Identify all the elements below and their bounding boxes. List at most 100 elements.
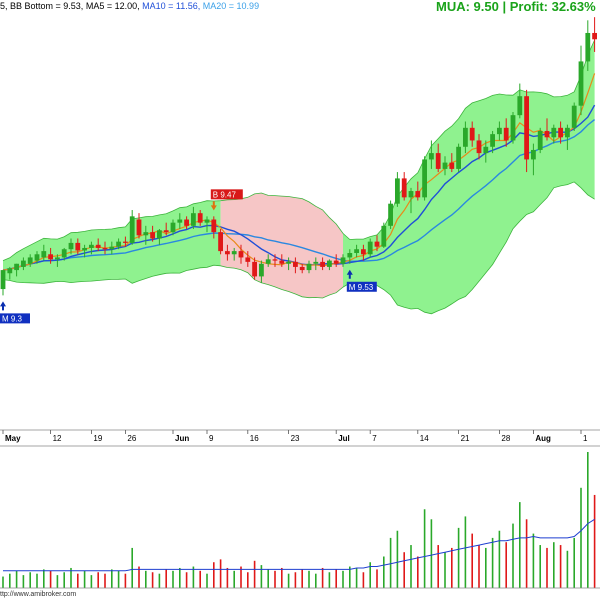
candle-body [517, 96, 523, 116]
candle-body [265, 259, 271, 264]
volume-ma-line [3, 518, 595, 572]
candle-body [197, 213, 203, 223]
x-tick-label: Aug [535, 434, 551, 443]
candle-body [89, 244, 94, 248]
indicator-header: 5, BB Bottom = 9.53, MA5 = 12.00, MA10 =… [0, 0, 259, 12]
candle-body [456, 146, 461, 169]
sell-tag [210, 189, 243, 200]
candle-body [143, 232, 149, 236]
candle-body [306, 263, 312, 271]
candle-body [320, 261, 325, 267]
candle-body [272, 259, 278, 261]
candle-body [218, 232, 223, 252]
x-axis: May 12 19 26 Jun 9 16 23 Jul 7 14 21 28 Aug 1 [0, 429, 600, 447]
candle-body [0, 270, 6, 290]
trade-status: MUA: 9.50 | Profit: 32.63% | T+3 [436, 0, 600, 14]
bb-lower-line [2, 181, 595, 315]
candle-body [313, 261, 319, 264]
candle-body [293, 261, 298, 267]
candle-body [415, 191, 421, 198]
bollinger-band [220, 192, 343, 299]
candle-body [510, 115, 516, 141]
candle-body [129, 216, 135, 243]
candle-body [388, 203, 393, 226]
x-tick-label: 23 [291, 434, 300, 443]
candle-body [592, 32, 597, 40]
candle-body [109, 246, 115, 250]
candle-body [565, 127, 570, 138]
candle-body [14, 263, 19, 271]
x-tick-label: Jul [338, 434, 350, 443]
candle-body [395, 178, 400, 204]
candle-body [551, 127, 557, 138]
candle-body [361, 249, 366, 255]
candle-body [374, 241, 380, 247]
candle-body [34, 254, 40, 261]
candle-body [463, 127, 468, 147]
footer-url: ttp://www.amibroker.com [0, 591, 77, 598]
candle-body [435, 153, 441, 169]
buy-tag [0, 313, 30, 324]
candle-body [544, 130, 550, 138]
ma20-line [2, 119, 596, 271]
candle-body [123, 241, 128, 243]
candle-body [503, 127, 509, 141]
candle-body [7, 268, 13, 274]
candle-body [327, 260, 332, 267]
candle-body [347, 253, 353, 258]
buy-tag-label: M 9.53 [349, 283, 374, 292]
candle-body [429, 153, 434, 160]
candle-body [259, 263, 264, 277]
x-tick-label: 19 [93, 434, 102, 443]
x-tick-label: 14 [420, 434, 429, 443]
candle-body [422, 159, 427, 198]
candle-body [286, 261, 291, 264]
candle-body [299, 266, 305, 271]
candle-body [21, 260, 26, 267]
candle-body [184, 219, 189, 226]
x-tick-label: 7 [372, 434, 377, 443]
ma5-line [2, 73, 596, 271]
x-tick-label: 12 [53, 434, 62, 443]
candle-body [381, 225, 387, 247]
candle-body [408, 191, 414, 198]
x-tick-label: 1 [583, 434, 588, 443]
x-tick-label: May [5, 434, 21, 443]
candle-body [524, 96, 529, 160]
candle-body [102, 247, 108, 250]
bb-upper-line [2, 39, 595, 261]
ma5-readout: MA5 = 12.00, [85, 1, 140, 11]
candle-body [354, 249, 359, 254]
candle-body [68, 242, 74, 250]
candle-body [27, 257, 33, 264]
x-tick-label: 9 [209, 434, 214, 443]
candle-body [177, 219, 183, 223]
candle-body [537, 130, 543, 150]
candle-body [157, 230, 162, 239]
candle-body [238, 251, 244, 258]
candle-body [497, 127, 502, 135]
candle-body [48, 254, 53, 260]
candle-body [449, 162, 455, 169]
candle-body [231, 251, 237, 255]
buy-tag-label: M 9.3 [2, 314, 23, 323]
bb-bottom-readout: 5, BB Bottom = 9.53, [0, 1, 84, 11]
ma10-readout: MA10 = 11.56, [142, 1, 201, 11]
candle-body [95, 244, 101, 248]
candle-body [531, 149, 536, 160]
candle-body [585, 32, 591, 62]
candle-body [483, 146, 489, 154]
candle-body [136, 219, 142, 236]
x-tick-label: 21 [461, 434, 470, 443]
candle-body [333, 260, 339, 264]
candle-body [279, 260, 285, 264]
x-tick-label: 28 [501, 434, 510, 443]
x-tick-label: Jun [175, 434, 189, 443]
sell-arrow [210, 201, 217, 211]
candle-body [469, 127, 475, 141]
candle-body [442, 162, 448, 169]
candle-body [55, 257, 60, 260]
buy-arrow [0, 301, 6, 311]
candle-body [340, 257, 346, 264]
